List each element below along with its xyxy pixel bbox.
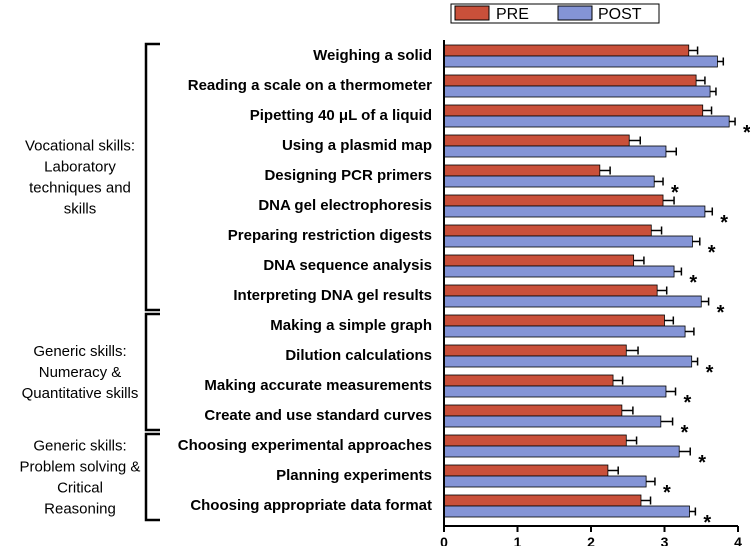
category-label-14: Planning experiments [276,467,432,484]
group-bracket-2 [144,432,160,522]
bar-pre-12 [443,404,623,417]
group-label-2-line-0: Generic skills: [33,438,126,455]
category-label-13: Choosing experimental approaches [178,437,432,454]
x-tick-label-1: 1 [514,534,522,546]
bar-post-0 [443,55,718,68]
significance-marker-12: * [681,422,689,444]
group-label-1-line-1: Numeracy & [39,364,122,381]
legend-swatch-pre [454,5,490,21]
significance-marker-4: * [671,182,679,204]
bar-pre-11 [443,374,614,387]
bar-pre-4 [443,164,601,177]
x-tick-label-2: 2 [587,534,595,546]
bar-pre-5 [443,194,664,207]
bar-pre-14 [443,464,609,477]
group-label-0-line-0: Vocational skills: [25,138,135,155]
category-label-0: Weighing a solid [313,47,432,64]
bar-pre-7 [443,254,635,267]
bar-pre-13 [443,434,627,447]
category-label-4: Designing PCR primers [264,167,432,184]
legend: PRE POST [450,3,660,24]
significance-marker-6: * [708,242,716,264]
legend-label-pre: PRE [496,6,529,23]
category-label-15: Choosing appropriate data format [190,497,432,514]
category-labels: Weighing a solid Reading a scale on a the… [178,47,432,514]
significance-marker-10: * [706,362,714,384]
bar-post-14 [443,475,647,488]
category-label-10: Dilution calculations [285,347,432,364]
group-bracket-1 [144,312,160,432]
x-tick-label-4: 4 [734,534,742,546]
significance-marker-5: * [720,212,728,234]
bar-post-15 [443,505,690,518]
category-label-3: Using a plasmid map [282,137,432,154]
bars: ************ [443,44,750,534]
significance-marker-7: * [689,272,697,294]
bar-post-2 [443,115,730,128]
bar-post-10 [443,355,693,368]
category-label-6: Preparing restriction digests [228,227,432,244]
bar-post-13 [443,445,680,458]
group-brackets: Vocational skills: Laboratory techniques a… [20,42,160,522]
category-label-11: Making accurate measurements [204,377,432,394]
group-bracket-0 [144,42,160,312]
category-label-7: DNA sequence analysis [263,257,432,274]
bar-post-5 [443,205,706,218]
bar-post-3 [443,145,667,158]
category-label-12: Create and use standard curves [204,407,432,424]
category-label-1: Reading a scale on a thermometer [188,77,432,94]
bar-post-9 [443,325,686,338]
group-label-2-line-1: Problem solving & [20,459,141,476]
bar-pre-2 [443,104,704,117]
significance-marker-2: * [743,122,750,144]
bar-pre-10 [443,344,627,357]
group-label-0-line-3: skills [64,201,97,218]
bar-pre-0 [443,44,690,57]
group-label-1-line-2: Quantitative skills [22,385,139,402]
significance-marker-15: * [703,512,711,534]
bar-pre-9 [443,314,665,327]
category-label-2: Pipetting 40 μL of a liquid [250,107,432,124]
x-tick-label-0: 0 [440,534,448,546]
group-label-0-line-2: techniques and [29,180,131,197]
bar-pre-3 [443,134,630,147]
group-label-2-line-2: Critical [57,480,103,497]
category-label-8: Interpreting DNA gel results [233,287,432,304]
significance-marker-14: * [663,482,671,504]
legend-swatch-post [557,5,593,21]
bar-post-1 [443,85,711,98]
legend-box [450,3,660,24]
category-label-5: DNA gel electrophoresis [258,197,432,214]
bar-post-12 [443,415,662,428]
bar-post-11 [443,385,667,398]
significance-marker-11: * [684,392,692,414]
bar-post-8 [443,295,702,308]
bar-pre-15 [443,494,642,507]
bar-post-4 [443,175,655,188]
bar-pre-8 [443,284,658,297]
group-label-0-line-1: Laboratory [44,159,116,176]
bar-pre-6 [443,224,652,237]
bar-post-6 [443,235,693,248]
bar-pre-1 [443,74,697,87]
group-label-1-line-0: Generic skills: [33,343,126,360]
bar-post-7 [443,265,675,278]
significance-marker-13: * [698,452,706,474]
x-tick-label-3: 3 [661,534,669,546]
legend-label-post: POST [598,6,642,23]
x-axis: 0 1 2 3 4 [440,40,742,546]
category-label-9: Making a simple graph [270,317,432,334]
group-label-2-line-3: Reasoning [44,501,116,518]
significance-marker-8: * [717,302,725,324]
